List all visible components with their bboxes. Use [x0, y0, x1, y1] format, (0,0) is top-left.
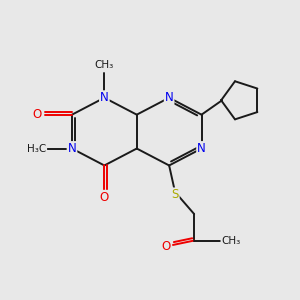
Text: N: N — [68, 142, 76, 155]
Text: O: O — [100, 191, 109, 204]
Text: N: N — [165, 91, 173, 104]
Text: N: N — [197, 142, 206, 155]
Text: N: N — [100, 91, 109, 104]
Text: H₃C: H₃C — [27, 143, 46, 154]
Text: CH₃: CH₃ — [221, 236, 241, 245]
Text: O: O — [161, 240, 170, 253]
Text: CH₃: CH₃ — [95, 60, 114, 70]
Text: O: O — [33, 108, 42, 121]
Text: S: S — [171, 188, 179, 201]
